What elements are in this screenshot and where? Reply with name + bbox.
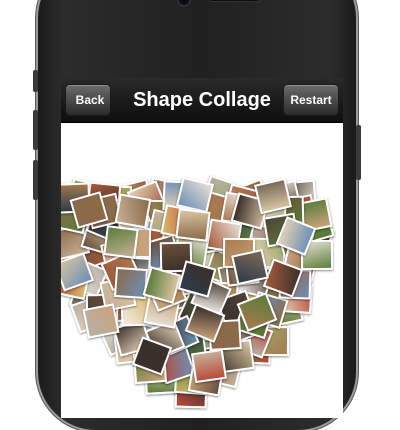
power-button: [356, 125, 361, 180]
heart-photo-collage: [61, 122, 343, 418]
collage-photo: [114, 193, 152, 229]
collage-photo: [174, 208, 211, 242]
collage-photo: [102, 224, 139, 259]
app-screen: Back Shape Collage Restart: [61, 78, 343, 418]
earpiece-speaker: [209, 0, 259, 2]
collage-photo: [82, 303, 120, 339]
mute-switch: [33, 70, 38, 92]
page-title: Shape Collage: [133, 89, 271, 111]
front-camera: [179, 0, 189, 5]
navigation-bar: Back Shape Collage Restart: [61, 78, 343, 123]
back-button[interactable]: Back: [65, 84, 111, 116]
back-button-label: Back: [75, 93, 105, 107]
volume-down-button: [33, 160, 38, 200]
restart-button[interactable]: Restart: [283, 84, 339, 116]
volume-up-button: [33, 110, 38, 150]
collage-photo: [190, 349, 227, 384]
collage-photo: [253, 177, 292, 214]
